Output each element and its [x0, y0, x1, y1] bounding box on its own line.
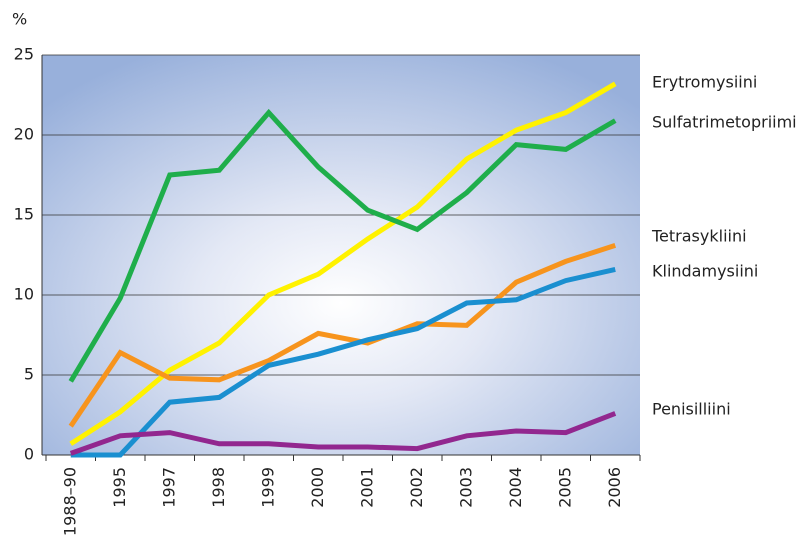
x-tick-label: 2005 [555, 467, 574, 508]
series-label: Erytromysiini [652, 73, 757, 92]
y-tick-label: 0 [24, 445, 34, 464]
y-tick-label: 25 [14, 45, 34, 64]
y-tick-label: 15 [14, 205, 34, 224]
x-tick-label: 2002 [407, 467, 426, 508]
y-tick-label: 20 [14, 125, 34, 144]
series-label: Penisilliini [652, 400, 731, 419]
x-tick-label: 2000 [308, 467, 327, 508]
y-tick-label: 5 [24, 365, 34, 384]
series-line [68, 243, 617, 428]
x-tick-label: 2004 [506, 467, 525, 508]
series-line [68, 108, 617, 383]
series-line [69, 81, 617, 446]
x-tick-label: 1999 [258, 467, 277, 508]
x-tick-label: 2006 [605, 467, 624, 508]
x-tick-label: 2001 [357, 467, 376, 508]
x-tick-label: 1988–90 [60, 467, 79, 536]
series-label: Klindamysiini [652, 262, 758, 281]
series-label: Tetrasykliini [651, 227, 747, 246]
series-label: Sulfatrimetopriimi [652, 113, 797, 132]
y-axis-label: % [12, 10, 27, 29]
x-tick-label: 2003 [456, 467, 475, 508]
series-line [70, 266, 616, 458]
x-tick-label: 1995 [110, 467, 129, 508]
y-tick-label: 10 [14, 285, 34, 304]
series-line [69, 411, 617, 456]
x-tick-label: 1998 [209, 467, 228, 508]
x-tick-label: 1997 [159, 467, 178, 508]
